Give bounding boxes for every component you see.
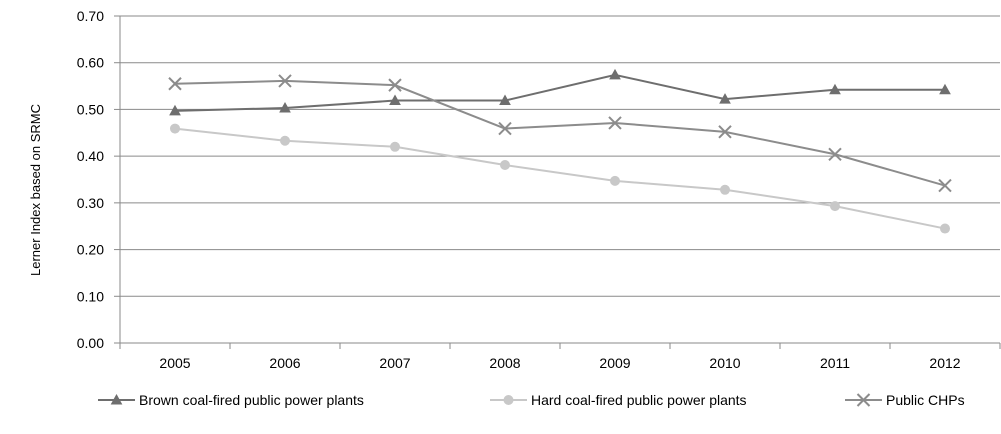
series-line	[174, 73, 945, 112]
series-3	[168, 74, 952, 193]
x-tick-label: 2010	[709, 355, 740, 371]
y-tick-label: 0.30	[77, 195, 104, 211]
legend-marker	[503, 395, 514, 405]
data-point	[499, 94, 511, 106]
data-point-stroke	[498, 121, 512, 136]
data-point-stroke	[938, 178, 952, 193]
data-point	[940, 223, 950, 234]
data-point-stroke	[608, 116, 622, 130]
data-point	[279, 101, 291, 113]
y-tick-label: 0.40	[77, 148, 104, 164]
series-layer	[168, 68, 952, 234]
data-point	[169, 104, 181, 116]
y-tick-label: 0.20	[77, 242, 104, 258]
grid-lines	[120, 15, 1000, 297]
x-axis-ticks: 2005 2006 2007 2008 2009 2010 2011 2012	[119, 343, 1001, 371]
legend-label: Hard coal-fired public power plants	[531, 392, 747, 408]
legend-item: Hard coal-fired public power plants	[490, 392, 747, 408]
data-point	[718, 125, 732, 139]
legend: Brown coal-fired public power plants Hard…	[98, 392, 965, 408]
data-point	[389, 94, 401, 106]
data-point	[610, 175, 620, 186]
x-tick-label: 2006	[269, 355, 300, 371]
x-tick-label: 2008	[489, 355, 520, 371]
legend-item: Public CHPs	[845, 392, 965, 408]
data-point	[828, 147, 842, 161]
data-point	[829, 83, 841, 95]
data-point-stroke	[278, 74, 292, 88]
data-point	[168, 77, 182, 91]
legend-marker-stroke	[856, 393, 871, 407]
data-point-stroke	[388, 78, 402, 92]
legend-marker	[110, 393, 123, 405]
data-point	[278, 74, 292, 88]
data-point	[608, 116, 622, 130]
y-axis-ticks: 0.00 0.10 0.20 0.30 0.40 0.50 0.60 0.70	[77, 8, 120, 351]
data-point	[719, 93, 731, 104]
data-point	[939, 83, 951, 95]
y-tick-label: 0.00	[77, 335, 104, 351]
y-axis-title: Lerner Index based on SRMC	[28, 104, 43, 276]
data-point	[390, 141, 400, 152]
data-point	[170, 123, 180, 134]
x-tick-label: 2007	[379, 355, 410, 371]
series-line	[174, 79, 946, 187]
y-tick-label: 0.10	[77, 288, 104, 304]
data-point	[388, 78, 402, 92]
data-point	[280, 135, 290, 146]
data-point	[830, 201, 840, 212]
axes	[119, 16, 1000, 344]
y-tick-label: 0.70	[77, 8, 104, 24]
series-2	[170, 123, 950, 234]
data-point-stroke	[828, 147, 842, 161]
data-point	[500, 160, 510, 171]
series-1	[169, 68, 951, 116]
data-point	[720, 184, 730, 195]
y-tick-label: 0.50	[77, 101, 104, 117]
legend-label: Public CHPs	[886, 392, 965, 408]
x-tick-label: 2005	[159, 355, 190, 371]
data-point-stroke	[168, 77, 182, 91]
legend-item: Brown coal-fired public power plants	[98, 392, 364, 408]
x-tick-label: 2011	[820, 355, 850, 371]
series-line	[174, 127, 946, 230]
x-tick-label: 2012	[929, 355, 960, 371]
y-tick-label: 0.60	[77, 55, 104, 71]
data-point	[938, 178, 952, 193]
legend-marker	[856, 393, 871, 407]
data-point	[498, 121, 512, 136]
data-point-stroke	[718, 125, 732, 139]
data-point	[609, 68, 621, 80]
legend-label: Brown coal-fired public power plants	[139, 392, 364, 408]
x-tick-label: 2009	[599, 355, 630, 371]
